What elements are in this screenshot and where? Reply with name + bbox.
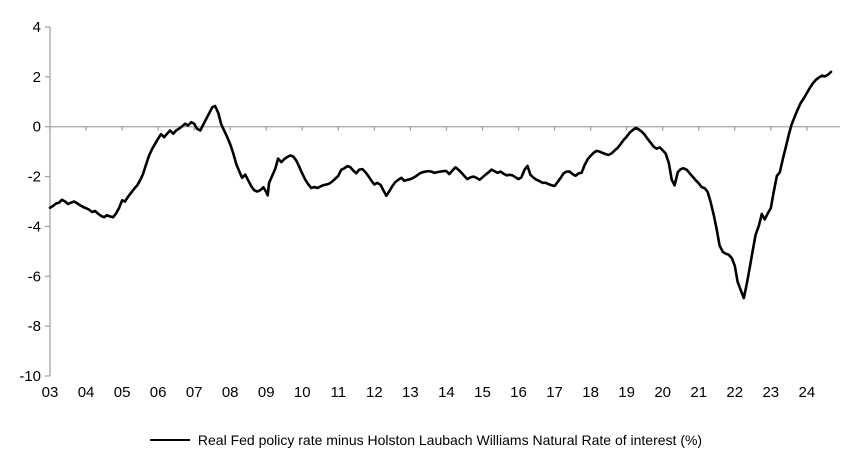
y-tick-label: -6: [28, 268, 41, 285]
x-tick-label: 07: [186, 384, 203, 401]
y-tick-label: 4: [33, 19, 41, 36]
x-tick-label: 23: [762, 384, 779, 401]
x-tick-label: 03: [42, 384, 59, 401]
y-tick-label: -4: [28, 218, 41, 235]
x-tick-label: 11: [331, 384, 347, 401]
x-tick-label: 18: [582, 384, 599, 401]
x-tick-label: 04: [78, 384, 95, 401]
y-tick-label: -8: [28, 318, 41, 335]
x-tick-label: 20: [654, 384, 671, 401]
x-tick-label: 10: [294, 384, 311, 401]
x-tick-label: 06: [150, 384, 167, 401]
y-tick-label: 0: [33, 119, 41, 136]
x-tick-label: 22: [726, 384, 743, 401]
x-tick-label: 19: [618, 384, 635, 401]
x-tick-label: 05: [114, 384, 131, 401]
legend-line-swatch: [149, 439, 190, 441]
x-tick-label: 21: [690, 384, 707, 401]
legend: Real Fed policy rate minus Holston Lauba…: [0, 432, 852, 448]
x-tick-label: 13: [402, 384, 419, 401]
x-tick-label: 09: [258, 384, 275, 401]
x-tick-label: 16: [510, 384, 527, 401]
y-tick-label: -2: [28, 169, 41, 186]
x-tick-label: 17: [546, 384, 563, 401]
x-tick-label: 15: [474, 384, 491, 401]
x-tick-label: 24: [798, 384, 815, 401]
legend-label: Real Fed policy rate minus Holston Lauba…: [197, 432, 703, 448]
x-tick-label: 12: [366, 384, 383, 401]
y-tick-label: -10: [19, 368, 41, 385]
x-tick-label: 14: [438, 384, 455, 401]
x-tick-label: 08: [222, 384, 239, 401]
y-tick-label: 2: [33, 69, 41, 86]
series-line-path: [48, 70, 833, 300]
